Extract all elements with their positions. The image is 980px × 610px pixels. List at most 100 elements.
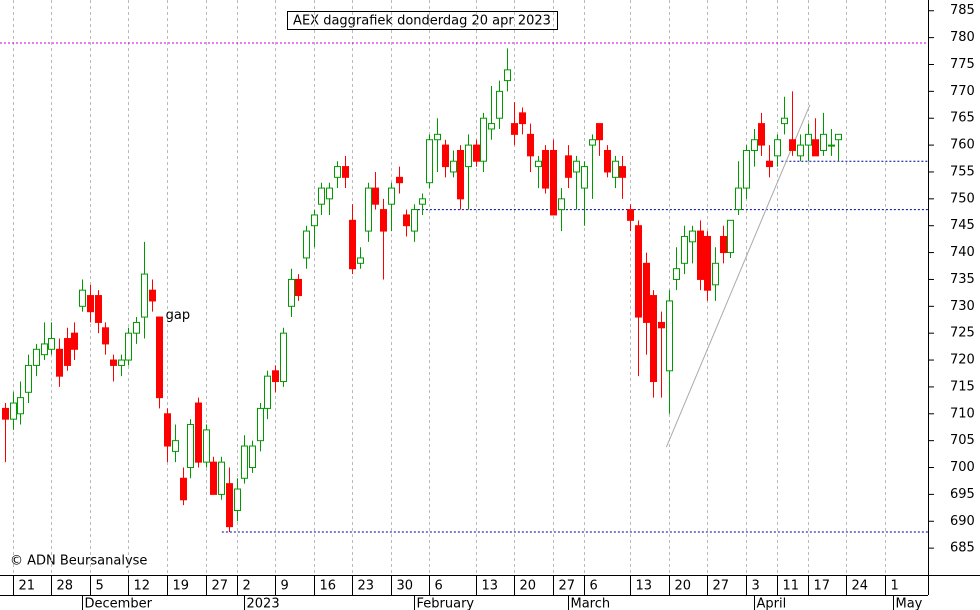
candle-body (311, 214, 318, 227)
month-label: March (571, 597, 611, 610)
candle-body (751, 139, 758, 151)
candle-body (442, 144, 449, 168)
y-tick-label: 695 (950, 487, 975, 502)
candle-body (465, 144, 472, 168)
x-tick-label: 20 (520, 579, 537, 594)
candle-body (419, 198, 426, 205)
y-tick-label: 715 (950, 379, 975, 394)
candle-body (257, 407, 264, 442)
x-tick-label: 13 (636, 579, 653, 594)
month-label: December (85, 597, 153, 610)
candle-body (102, 327, 109, 345)
y-tick-label: 775 (950, 57, 975, 72)
y-tick-label: 685 (950, 541, 975, 556)
candle-body (550, 149, 557, 216)
y-tick-label: 745 (950, 218, 975, 233)
candle-body (249, 445, 256, 469)
candle-body (835, 133, 842, 141)
candle-body (643, 262, 650, 323)
candle-body (612, 160, 619, 178)
candle-body (511, 123, 518, 135)
candle-body (141, 273, 148, 318)
candle-body (496, 90, 503, 119)
x-tick-label: 24 (852, 579, 869, 594)
candle-body (596, 123, 603, 141)
trend-line (665, 104, 811, 448)
candle-body (64, 338, 71, 366)
candle-body (789, 139, 796, 151)
x-tick-label: 1 (891, 579, 899, 594)
candle-body (535, 160, 542, 168)
annotation: gap (166, 308, 190, 323)
candle-body (504, 69, 511, 82)
candle-body (349, 219, 356, 270)
candle-body (326, 187, 333, 200)
candle-body (712, 262, 719, 286)
candle-body (218, 461, 225, 495)
candle-body (79, 289, 86, 307)
candle-body (519, 112, 526, 125)
candle-body (234, 488, 241, 512)
candle-body (125, 332, 132, 361)
candle-body (450, 160, 457, 173)
y-tick-label: 740 (950, 245, 975, 260)
y-tick-label: 770 (950, 84, 975, 99)
candle-body (619, 166, 626, 178)
candle-body (164, 413, 171, 447)
candle-body (357, 257, 364, 264)
candle-body (48, 338, 55, 350)
title-box (287, 11, 558, 30)
candle-body (372, 187, 379, 205)
candle-body (666, 300, 673, 372)
candle-body (720, 235, 727, 254)
candle-body (805, 133, 812, 146)
candle-body (650, 295, 657, 383)
candle-body (87, 295, 94, 313)
candle-body (195, 402, 202, 463)
candle-body (627, 209, 634, 221)
candle-body (133, 321, 140, 334)
candle-body (565, 155, 572, 178)
candle-body (774, 139, 781, 157)
candle-body (25, 364, 32, 393)
candle-body (426, 139, 433, 184)
candle-body (41, 343, 48, 356)
x-tick-label: 9 (281, 579, 289, 594)
candle-body (673, 268, 680, 280)
candle-body (71, 332, 78, 350)
y-tick-label: 780 (950, 30, 975, 45)
candle-body (280, 332, 287, 383)
month-label: May (896, 597, 923, 610)
candle-body (766, 160, 773, 168)
month-label: February (417, 597, 475, 610)
candle-body (403, 214, 410, 227)
candle-body (527, 133, 534, 157)
candle-body (342, 166, 349, 178)
x-tick-label: 19 (173, 579, 190, 594)
y-tick-label: 735 (950, 272, 975, 287)
candle-body (542, 149, 549, 189)
y-tick-label: 725 (950, 326, 975, 341)
x-tick-label: 2 (243, 579, 251, 594)
candle-body (727, 219, 734, 254)
y-tick-label: 705 (950, 433, 975, 448)
candle-body (604, 149, 611, 173)
x-tick-label: 6 (435, 579, 443, 594)
candle-body (635, 225, 642, 318)
candle-body (95, 295, 102, 323)
candle-body (820, 133, 827, 151)
month-label: April (757, 597, 787, 610)
x-tick-label: 13 (482, 579, 499, 594)
chart-title: AEX daggrafiek donderdag 20 apr 2023 (293, 14, 551, 29)
candle-body (581, 166, 588, 189)
candle-body (272, 370, 279, 383)
candle-body (17, 397, 24, 415)
candle-body (473, 144, 480, 162)
candle-body (396, 176, 403, 184)
x-tick-label: 27 (559, 579, 576, 594)
y-tick-label: 765 (950, 111, 975, 126)
candle-body (149, 289, 156, 302)
candle-body (288, 278, 295, 307)
y-tick-label: 785 (950, 3, 975, 18)
